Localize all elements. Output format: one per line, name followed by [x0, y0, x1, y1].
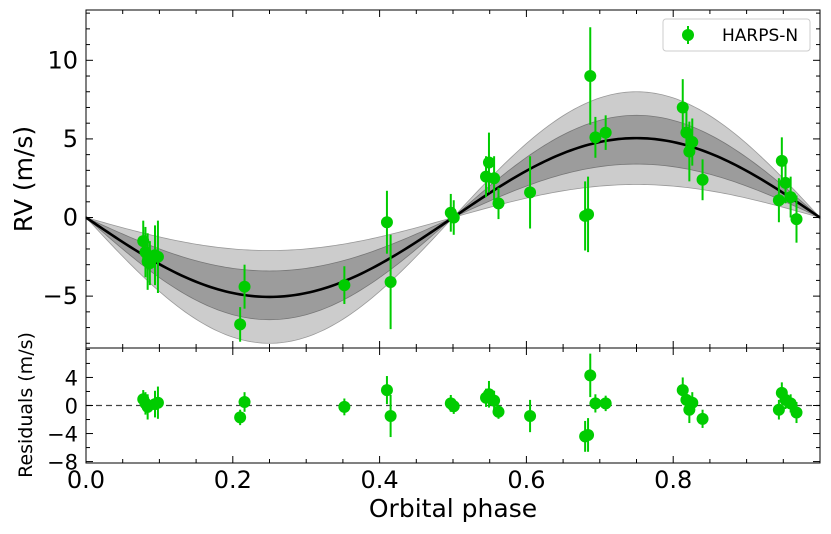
- top-ytick-label: −5: [43, 282, 78, 310]
- top-y-axis-title: RV (m/s): [9, 126, 38, 232]
- top-data-points: [137, 27, 803, 342]
- rv-point: [482, 156, 495, 169]
- residual-point: [338, 400, 351, 413]
- rv-point: [686, 136, 699, 149]
- rv-point: [238, 280, 251, 293]
- rv-point: [784, 191, 797, 204]
- residual-point: [488, 394, 501, 407]
- rv-point: [779, 176, 792, 189]
- rv-point: [790, 213, 803, 226]
- rv-point: [772, 194, 785, 207]
- rv-point: [447, 211, 460, 224]
- bottom-ytick-label: −4: [47, 423, 78, 447]
- residual-point: [524, 410, 537, 423]
- rv-point: [488, 172, 501, 185]
- top-ytick-label: 0: [63, 204, 78, 232]
- residual-point: [784, 397, 797, 410]
- bottom-ytick-label: −8: [47, 451, 78, 475]
- rv-point: [524, 186, 537, 199]
- residual-point: [492, 405, 505, 418]
- residual-point: [234, 411, 247, 424]
- legend-label: HARPS-N: [722, 26, 798, 46]
- residual-point: [380, 384, 393, 397]
- legend-box: [662, 18, 811, 52]
- rv-point: [338, 279, 351, 292]
- residual-point: [772, 403, 785, 416]
- residual-point: [384, 410, 397, 423]
- residual-point: [151, 396, 164, 409]
- x-axis-title: Orbital phase: [369, 494, 537, 523]
- bottom-ytick-label: 4: [65, 366, 78, 390]
- x-tick-label: 0.0: [67, 466, 105, 494]
- residual-point: [582, 428, 595, 441]
- residual-point: [447, 400, 460, 413]
- residual-point: [686, 396, 699, 409]
- rv-point: [380, 216, 393, 229]
- residual-point: [696, 412, 709, 425]
- rv-point: [599, 126, 612, 139]
- legend: HARPS-N: [662, 18, 811, 52]
- rv-point: [589, 131, 602, 144]
- rv-point: [234, 318, 247, 331]
- bottom-y-axis-title: Residuals (m/s): [15, 332, 37, 478]
- bottom-axis-ticks: −8 −4 0 4 0.0 0.2 0.4 0.6 0.8: [47, 348, 820, 494]
- residual-point: [599, 397, 612, 410]
- top-ytick-label: 10: [47, 46, 78, 74]
- rv-point: [151, 250, 164, 263]
- residual-point: [790, 406, 803, 419]
- rv-point: [582, 208, 595, 221]
- x-tick-label: 0.2: [214, 466, 252, 494]
- residual-point: [238, 395, 251, 408]
- top-axis-ticks: −5 0 5 10: [43, 10, 820, 348]
- rv-point: [584, 70, 597, 83]
- residual-point: [589, 397, 602, 410]
- rv-point: [696, 173, 709, 186]
- x-tick-label: 0.6: [507, 466, 545, 494]
- rv-point: [492, 197, 505, 210]
- residual-point: [584, 369, 597, 382]
- residual-data-points: [137, 353, 803, 452]
- legend-marker: [682, 29, 694, 41]
- top-ytick-label: 5: [63, 125, 78, 153]
- bottom-ytick-label: 0: [65, 395, 78, 419]
- x-tick-label: 0.8: [654, 466, 692, 494]
- rv-point: [384, 275, 397, 288]
- x-tick-label: 0.4: [361, 466, 399, 494]
